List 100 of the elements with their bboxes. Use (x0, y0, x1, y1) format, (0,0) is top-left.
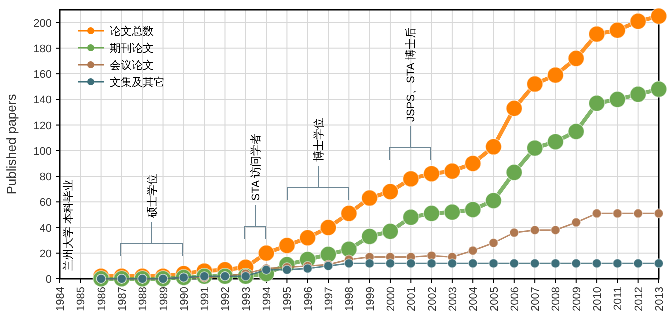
point (340, 241, 358, 258)
y-tick-label: 100 (34, 146, 52, 158)
x-tick-label: 1988 (138, 287, 150, 312)
x-tick-label: 1985 (76, 287, 88, 312)
x-tick-label: 1995 (282, 287, 294, 312)
y-tick-label: 200 (34, 18, 52, 30)
point (464, 155, 482, 172)
point (344, 258, 354, 269)
y-tick-label: 0 (46, 274, 52, 286)
x-tick-label: 1999 (364, 287, 377, 312)
point (464, 201, 482, 218)
y-tick-label: 140 (34, 94, 52, 107)
point (364, 258, 375, 269)
point (630, 13, 647, 30)
point (444, 162, 461, 180)
legend-label: 论文总数 (110, 25, 154, 38)
x-tick-label: 1992 (220, 287, 232, 312)
x-tick-label: 2012 (633, 287, 646, 312)
annotation: 博士学位 (312, 118, 326, 162)
x-tick-label: 1997 (324, 287, 336, 312)
annotation: 兰州大学 本科毕业 (62, 180, 75, 271)
x-tick-label: 2000 (385, 287, 398, 312)
x-tick-label: 1989 (158, 287, 170, 312)
point (571, 258, 582, 269)
point (488, 258, 499, 269)
point (278, 237, 296, 254)
legend-label: 文集及其它 (110, 76, 165, 89)
point (506, 100, 523, 118)
point (530, 258, 540, 269)
point (654, 208, 664, 219)
point (485, 192, 502, 210)
point (547, 66, 564, 84)
point (382, 223, 399, 240)
point (630, 86, 647, 104)
x-tick-label: 1990 (178, 287, 191, 312)
point (609, 91, 626, 108)
x-tick-label: 1991 (200, 287, 212, 312)
legend-label: 会议论文 (110, 59, 154, 72)
x-tick-label: 1994 (262, 287, 274, 312)
point (299, 230, 316, 247)
point (571, 218, 582, 228)
point (485, 138, 502, 156)
x-tick-label: 2005 (488, 287, 501, 312)
x-tick-label: 2011 (612, 287, 625, 311)
y-axis-title: Published papers (4, 94, 19, 195)
point (612, 258, 623, 269)
point (588, 95, 606, 112)
point (258, 244, 276, 262)
point (588, 26, 606, 43)
point (592, 258, 602, 269)
y-tick-label: 120 (34, 120, 52, 132)
point (633, 208, 644, 219)
annotation: JSPS、STA 博士后 (404, 27, 418, 122)
point (320, 219, 338, 236)
x-tick-label: 2010 (592, 287, 604, 312)
point (468, 258, 478, 269)
point (509, 258, 520, 269)
x-tick-label: 2001 (406, 287, 418, 312)
point (468, 246, 478, 256)
y-tick-label: 160 (34, 69, 52, 82)
point (526, 76, 544, 93)
point (402, 209, 420, 226)
x-tick-label: 2003 (447, 287, 460, 312)
x-tick-label: 1986 (96, 287, 108, 312)
point (423, 205, 440, 222)
point (530, 225, 540, 236)
point (654, 258, 664, 269)
point (650, 8, 668, 25)
x-tick-label: 2013 (654, 287, 666, 312)
point (592, 208, 602, 219)
point (633, 258, 644, 269)
point (509, 228, 520, 238)
point (402, 170, 420, 188)
legend-label: 期刊论文 (110, 42, 154, 55)
point (568, 123, 585, 140)
point (385, 258, 396, 269)
y-tick-label: 40 (40, 222, 52, 235)
point (361, 228, 378, 246)
x-tick-label: 2007 (530, 287, 542, 312)
annotation: 硕士学位 (146, 174, 159, 219)
point (340, 205, 358, 222)
x-tick-label: 2009 (571, 287, 584, 312)
x-tick-label: 2002 (426, 287, 439, 312)
point (609, 22, 626, 39)
point (650, 80, 668, 98)
point (426, 258, 437, 269)
x-tick-label: 1993 (240, 287, 253, 312)
x-tick-label: 2004 (468, 287, 480, 312)
point (282, 265, 292, 276)
x-tick-label: 1998 (344, 287, 356, 312)
point (526, 140, 544, 157)
point (382, 183, 399, 200)
point (550, 258, 561, 269)
point (302, 264, 313, 274)
point (406, 258, 416, 269)
point (320, 246, 338, 264)
point (547, 133, 564, 150)
x-tick-label: 2008 (550, 287, 563, 312)
y-tick-label: 20 (40, 248, 52, 260)
point (447, 258, 458, 269)
